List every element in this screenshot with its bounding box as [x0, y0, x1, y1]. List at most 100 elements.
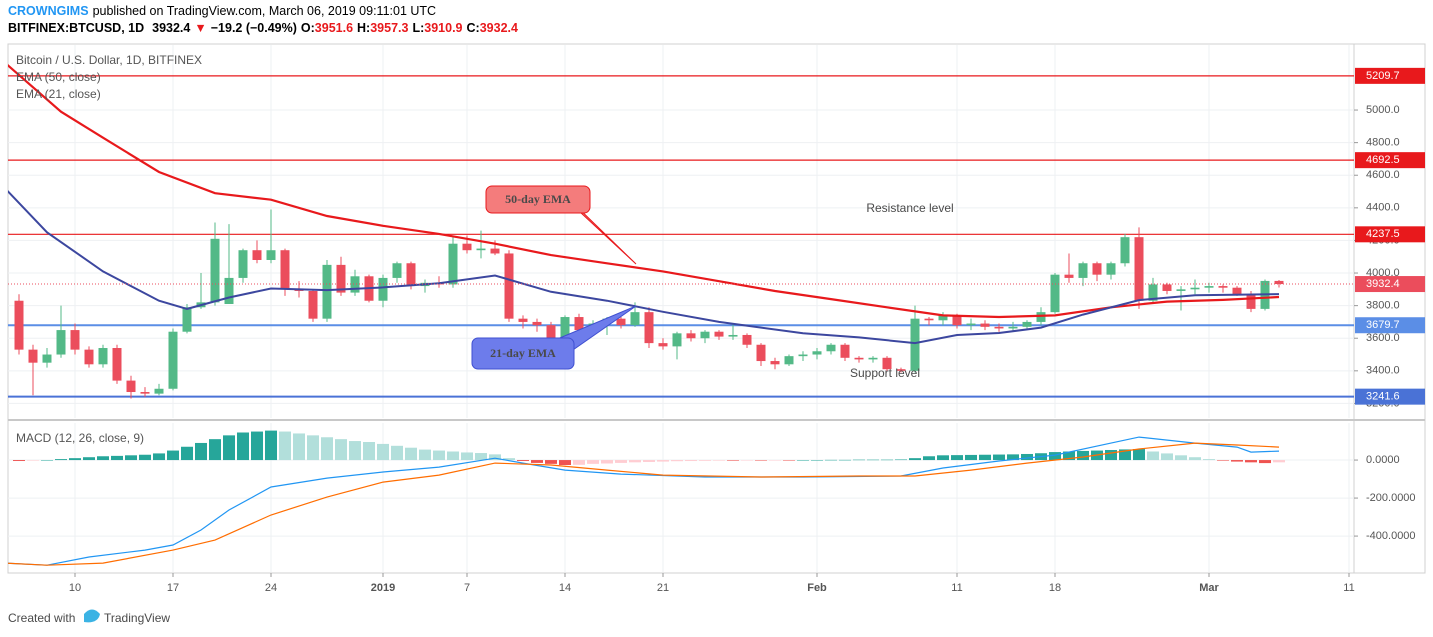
candle-body	[378, 277, 388, 301]
candle-body	[798, 354, 808, 357]
histogram-bar	[713, 460, 725, 461]
x-tick-label: 21	[657, 582, 669, 594]
histogram-bar	[1189, 457, 1201, 461]
y-tick-label: 3600.0	[1366, 332, 1400, 344]
candle-body	[182, 307, 192, 332]
histogram-bar	[447, 451, 459, 461]
candle-body	[714, 331, 724, 337]
frame	[7, 43, 1426, 574]
histogram-bar	[475, 453, 487, 461]
line-series	[8, 189, 1280, 345]
histogram-bar	[1245, 460, 1257, 463]
callout-box	[471, 337, 575, 370]
last-price-label: 3932.4	[1366, 278, 1400, 290]
candle-body	[812, 351, 822, 355]
line-series	[8, 63, 1280, 319]
symbol-line: BITFINEX:BTCUSD, 1D 3932.4 ▼ −19.2 (−0.49%)…	[8, 21, 518, 35]
candle-body	[1232, 287, 1242, 295]
footer-brand[interactable]: TradingView	[104, 611, 170, 625]
histogram-bar	[993, 454, 1005, 461]
candle-body	[168, 331, 178, 389]
y-tick-label: 3800.0	[1366, 300, 1400, 312]
histogram-bar	[825, 459, 837, 461]
author[interactable]: CROWNGIMS	[8, 4, 89, 18]
candle-body	[476, 248, 486, 251]
callout-box	[485, 185, 591, 214]
x-tick-label: 24	[265, 582, 277, 594]
candle-body	[770, 361, 780, 365]
candle-body	[98, 348, 108, 365]
histogram-bar	[307, 435, 319, 461]
candle-body	[70, 330, 80, 350]
histogram-bar	[559, 460, 571, 466]
candle-body	[1092, 263, 1102, 275]
ohlc-value: 3932.4	[480, 21, 518, 35]
histogram-bar	[1133, 449, 1145, 461]
candle-body	[1008, 326, 1018, 329]
candle-body	[42, 354, 52, 363]
level-tag-label: 5209.7	[1366, 70, 1400, 82]
level-tag-label: 4237.5	[1366, 228, 1400, 240]
histogram-bar	[755, 460, 767, 461]
level-tag	[1355, 67, 1425, 84]
y-tick-label: 0.0000	[1366, 454, 1400, 466]
histogram-bar	[979, 454, 991, 461]
histogram-bar	[1217, 460, 1229, 461]
histogram-bar	[811, 460, 823, 461]
x-tick-label: 10	[69, 582, 81, 594]
candle-body	[938, 315, 948, 321]
x-tick-label: 14	[559, 582, 571, 594]
candle-body	[616, 318, 626, 326]
level-tag	[1355, 317, 1425, 334]
histogram-bar	[1231, 460, 1243, 462]
ohlc-label: H:	[357, 21, 370, 35]
histogram-bar	[293, 433, 305, 461]
histogram-bar	[895, 459, 907, 461]
candle-body	[560, 317, 570, 342]
y-tick-label: -200.0000	[1366, 492, 1416, 504]
histogram-bar	[797, 460, 809, 461]
candle-body	[1176, 289, 1186, 291]
legend-entry: EMA (50, close)	[16, 70, 101, 84]
candle-body	[728, 334, 738, 337]
x-tick-label: 7	[464, 582, 470, 594]
y-tick-label: 4600.0	[1366, 169, 1400, 181]
histogram-bar	[55, 459, 67, 461]
candle-body	[1190, 287, 1200, 290]
histogram-bar	[83, 457, 95, 461]
callout-label: 21-day EMA	[490, 346, 556, 360]
candle-body	[910, 318, 920, 371]
candle-body	[252, 250, 262, 260]
candle-body	[658, 343, 668, 347]
candle-body	[392, 263, 402, 278]
histogram-bar	[265, 430, 277, 461]
candle-body	[826, 344, 836, 352]
candle-body	[686, 333, 696, 339]
candle-body	[784, 356, 794, 365]
candle-body	[126, 380, 136, 393]
candle-body	[448, 243, 458, 285]
histogram-bar	[237, 432, 249, 461]
y-tick-label: 5000.0	[1366, 104, 1400, 116]
macd-legend: MACD (12, 26, close, 9)	[16, 431, 144, 445]
histogram-bar	[839, 459, 851, 461]
histogram-bar	[195, 442, 207, 461]
published: published on TradingView.com, March 06, …	[93, 4, 437, 18]
histogram-bar	[587, 460, 599, 464]
histogram-bar	[349, 441, 361, 461]
candle-body	[280, 250, 290, 290]
histogram-bar	[167, 450, 179, 461]
publish-line: CROWNGIMS published on TradingView.com, M…	[8, 4, 436, 18]
histogram-bar	[1049, 452, 1061, 461]
candle-body	[896, 369, 906, 371]
histogram-bar	[545, 460, 557, 464]
histogram-bar	[1063, 451, 1075, 461]
histogram-bar	[937, 455, 949, 461]
ohlc-label: C:	[467, 21, 480, 35]
candle-body	[28, 349, 38, 363]
histogram-bar	[97, 456, 109, 461]
histogram-bar	[1259, 460, 1271, 464]
level-tag	[1355, 226, 1425, 243]
candle-body	[854, 357, 864, 360]
candle-body	[630, 312, 640, 326]
